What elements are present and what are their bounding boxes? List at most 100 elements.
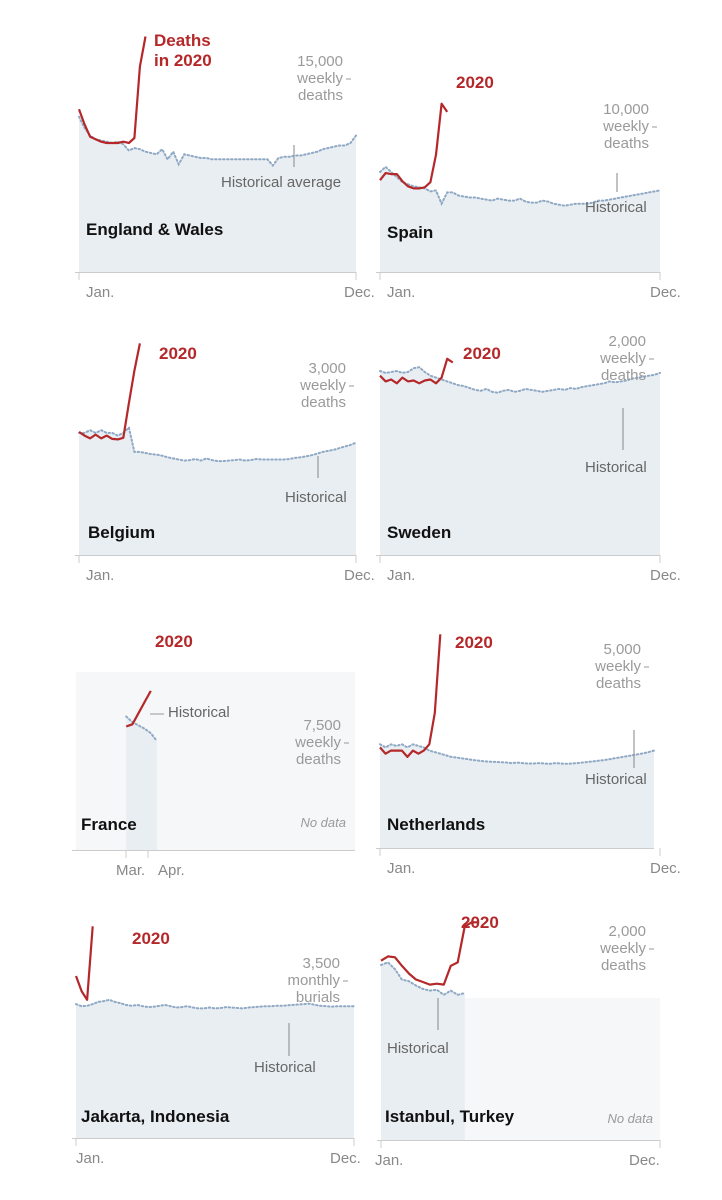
historical-line [379, 165, 661, 207]
x-tick-label: Dec. [344, 567, 375, 584]
historical-label: Historical [168, 704, 230, 721]
historical-line [75, 998, 355, 1010]
label-2020: 2020 [155, 632, 193, 651]
historical-label: Historical [387, 1040, 449, 1057]
scale-unit: burials [296, 989, 340, 1006]
scale-unit: weekly [294, 734, 341, 751]
scale-unit: deaths [298, 87, 343, 104]
scale-value: 2,000 [608, 333, 646, 350]
panel-title: England & Wales [86, 220, 223, 239]
deaths-2020-line [125, 690, 152, 728]
x-tick-label: Dec. [629, 1152, 660, 1169]
scale-unit: weekly [299, 377, 346, 394]
deaths-2020-line [379, 357, 454, 385]
scale-unit: deaths [301, 394, 346, 411]
historical-label: Historical [254, 1059, 316, 1076]
deaths-2020-line [78, 343, 141, 441]
historical-area [380, 367, 660, 555]
no-data-region [76, 672, 355, 850]
scale-value: 15,000 [297, 53, 343, 70]
scale-unit: weekly [599, 350, 646, 367]
panel-france: Mar. Apr. 2020 7,500 weekly deaths Historical F… [66, 620, 366, 910]
x-tick-label: Jan. [387, 284, 415, 301]
x-tick-label: Jan. [387, 860, 415, 877]
label-2020: 2020 [463, 344, 501, 363]
label-2020: 2020 [461, 913, 499, 932]
x-tick-label: Jan. [76, 1150, 104, 1167]
scale-unit: weekly [296, 70, 343, 87]
panel-title: Netherlands [387, 815, 485, 834]
panel-title: Jakarta, Indonesia [81, 1107, 230, 1126]
panel-istanbul: Jan. Dec. 2020 2,000 weekly deaths Historical I… [367, 910, 667, 1200]
historical-label: Historical [585, 459, 647, 476]
historical-label: Historical [585, 199, 647, 216]
scale-unit: monthly [287, 972, 340, 989]
scale-unit: deaths [596, 675, 641, 692]
scale-value: 5,000 [603, 641, 641, 658]
panel-netherlands: Jan. Dec. 2020 5,000 weekly deaths Historical N… [367, 620, 681, 910]
x-tick-label: Mar. [116, 862, 145, 879]
x-tick-label: Apr. [158, 862, 185, 879]
scale-unit: deaths [601, 957, 646, 974]
panel-title: Sweden [387, 523, 451, 542]
panel-spain: Jan. Dec. 2020 10,000 weekly deaths Historical… [367, 60, 681, 350]
historical-area [380, 744, 654, 848]
x-tick-label: Dec. [330, 1150, 361, 1167]
panel-title: Istanbul, Turkey [385, 1107, 515, 1126]
x-tick-label: Jan. [86, 567, 114, 584]
deaths-2020-line [380, 921, 479, 986]
scale-value: 10,000 [603, 101, 649, 118]
historical-area [381, 962, 465, 1140]
historical-area [79, 116, 356, 272]
panel-england-wales: Jan. Dec. Deaths in 2020 15,000 weekly deaths H… [66, 22, 375, 312]
deaths-2020-line [379, 634, 442, 758]
historical-line [125, 715, 158, 742]
scale-unit: deaths [296, 751, 341, 768]
x-tick-label: Jan. [387, 567, 415, 584]
scale-unit: deaths [601, 367, 646, 384]
no-data-label: No data [300, 815, 346, 830]
panel-sweden: Jan. Dec. 2020 2,000 weekly deaths Historical S… [367, 330, 681, 620]
scale-value: 2,000 [608, 923, 646, 940]
x-tick-label: Jan. [375, 1152, 403, 1169]
label-2020: 2020 [456, 73, 494, 92]
x-tick-label: Jan. [86, 284, 114, 301]
x-tick-label: Dec. [344, 284, 375, 301]
historical-line [78, 425, 357, 463]
historical-area [126, 716, 157, 850]
scale-value: 7,500 [303, 717, 341, 734]
panel-title: Spain [387, 223, 433, 242]
scale-unit: weekly [594, 658, 641, 675]
scale-unit: weekly [599, 940, 646, 957]
panel-title: France [81, 815, 137, 834]
x-tick-label: Dec. [650, 860, 681, 877]
label-2020: Deaths [154, 31, 211, 50]
historical-line [379, 366, 661, 394]
panel-belgium: Jan. Dec. 2020 3,000 weekly deaths Historical B… [66, 330, 375, 620]
label-2020: 2020 [159, 344, 197, 363]
historical-line [380, 961, 466, 996]
scale-unit: deaths [604, 135, 649, 152]
label-2020: 2020 [132, 929, 170, 948]
historical-label: Historical [585, 771, 647, 788]
panel-title: Belgium [88, 523, 155, 542]
historical-area [380, 166, 660, 272]
label-2020: 2020 [455, 633, 493, 652]
historical-area [76, 999, 354, 1138]
deaths-2020-line [74, 926, 94, 1001]
label-2020: in 2020 [154, 51, 212, 70]
x-tick-label: Dec. [650, 567, 681, 584]
scale-value: 3,000 [308, 360, 346, 377]
scale-value: 3,500 [302, 955, 340, 972]
no-data-label: No data [607, 1111, 653, 1126]
historical-label: Historical [285, 489, 347, 506]
scale-unit: weekly [602, 118, 649, 135]
